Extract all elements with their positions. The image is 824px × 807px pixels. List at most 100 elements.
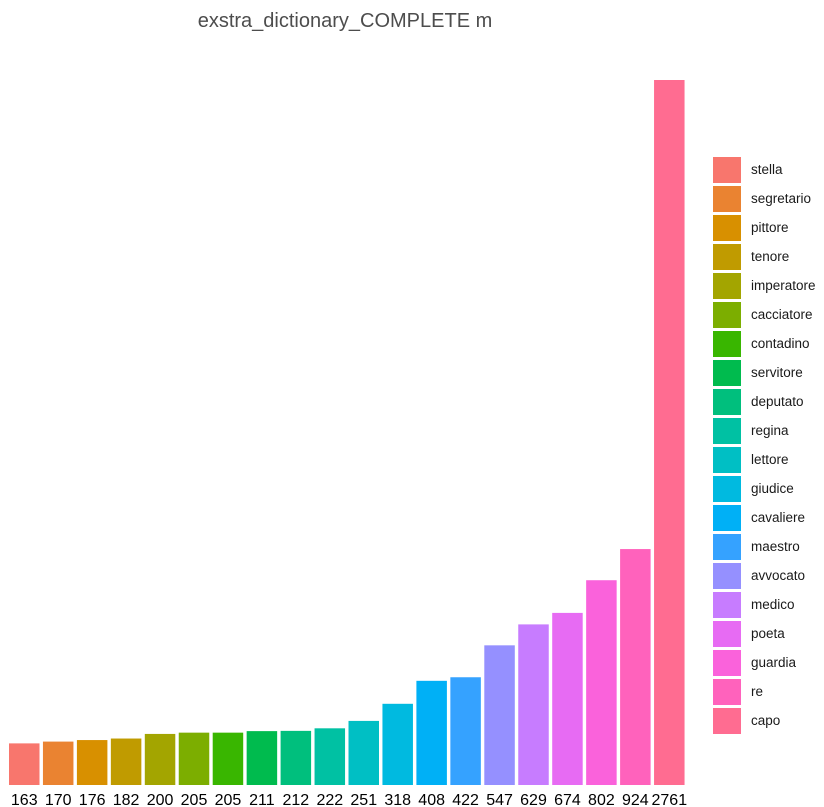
legend-label-regina: regina [751,423,789,438]
value-label-contadino: 205 [215,792,242,807]
bar-lettore [348,720,379,785]
legend-key-deputato [713,388,741,415]
legend-label-medico: medico [751,597,795,612]
legend-item-lettore: lettore [713,445,816,474]
value-label-medico: 629 [520,792,547,807]
value-label-avvocato: 547 [486,792,513,807]
value-label-stella: 163 [11,792,38,807]
legend-label-segretario: segretario [751,191,812,206]
legend-item-servitore: servitore [713,358,816,387]
legend-item-contadino: contadino [713,329,816,358]
value-label-regina: 222 [316,792,343,807]
bar-imperatore [144,733,176,785]
value-label-deputato: 212 [282,792,309,807]
legend-label-maestro: maestro [751,539,800,554]
bar-capo [654,80,685,785]
legend-key-re [713,678,741,705]
bar-re [620,549,651,785]
value-label-segretario: 170 [45,792,72,807]
chart-title: exstra_dictionary_COMPLETE m [197,10,493,32]
legend-label-giudice: giudice [751,481,794,496]
legend-label-lettore: lettore [751,452,789,467]
legend-key-regina [713,417,741,444]
bar-servitore [246,731,278,785]
legend: stella segretario pittore tenore imperatore c… [713,155,816,735]
bar-segretario [42,741,74,785]
legend-label-tenore: tenore [751,249,790,264]
value-label-poeta: 674 [554,792,581,807]
legend-label-guardia: guardia [751,655,797,670]
legend-item-cavaliere: cavaliere [713,503,816,532]
legend-item-medico: medico [713,590,816,619]
value-label-imperatore: 200 [147,792,174,807]
bar-pittore [76,740,108,785]
legend-item-giudice: giudice [713,474,816,503]
legend-key-medico [713,591,741,618]
legend-item-maestro: maestro [713,532,816,561]
bar-chart-plot: 163 170 176 182 200 205 205 211 212 222 251 318 408 4… [9,80,688,807]
legend-label-deputato: deputato [751,394,804,409]
legend-item-capo: capo [713,706,816,735]
legend-label-servitore: servitore [751,365,803,380]
legend-key-guardia [713,649,741,676]
bar-maestro [450,677,481,785]
legend-item-segretario: segretario [713,184,816,213]
legend-key-cacciatore [713,301,741,328]
bar-tenore [110,738,142,785]
legend-key-cavaliere [713,504,741,531]
legend-key-lettore [713,446,741,473]
value-label-servitore: 211 [249,792,275,807]
legend-item-regina: regina [713,416,816,445]
legend-item-tenore: tenore [713,242,816,271]
legend-label-capo: capo [751,713,781,728]
legend-label-stella: stella [751,162,783,177]
legend-key-tenore [713,243,741,270]
legend-key-poeta [713,620,741,647]
legend-key-maestro [713,533,741,560]
legend-item-stella: stella [713,155,816,184]
legend-key-capo [713,707,741,734]
legend-label-re: re [751,684,764,699]
bar-stella [9,743,40,785]
legend-key-imperatore [713,272,741,299]
bar-regina [314,728,346,785]
legend-label-pittore: pittore [751,220,789,235]
value-label-guardia: 802 [588,792,615,807]
value-label-lettore: 251 [350,792,377,807]
value-label-cavaliere: 408 [418,792,445,807]
legend-label-avvocato: avvocato [751,568,806,583]
legend-label-contadino: contadino [751,336,810,351]
legend-key-stella [713,156,741,183]
bar-giudice [382,703,413,785]
legend-item-pittore: pittore [713,213,816,242]
legend-key-contadino [713,330,741,357]
legend-label-cacciatore: cacciatore [751,307,813,322]
value-label-giudice: 318 [384,792,411,807]
legend-key-giudice [713,475,741,502]
value-label-capo: 2761 [652,792,688,807]
bar-contadino [212,732,244,785]
legend-label-imperatore: imperatore [751,278,816,293]
legend-item-avvocato: avvocato [713,561,816,590]
legend-key-servitore [713,359,741,386]
value-label-maestro: 422 [452,792,479,807]
legend-label-cavaliere: cavaliere [751,510,806,525]
value-label-cacciatore: 205 [181,792,208,807]
legend-item-cacciatore: cacciatore [713,300,816,329]
legend-item-guardia: guardia [713,648,816,677]
bar-medico [518,624,549,785]
legend-item-imperatore: imperatore [713,271,816,300]
bar-avvocato [484,645,515,785]
bar-guardia [586,580,617,785]
value-label-tenore: 182 [113,792,140,807]
legend-item-poeta: poeta [713,619,816,648]
legend-key-avvocato [713,562,741,589]
value-label-re: 924 [622,792,649,807]
value-label-pittore: 176 [79,792,106,807]
bar-poeta [552,612,583,785]
legend-key-pittore [713,214,741,241]
bar-deputato [280,730,312,785]
bar-cavaliere [416,680,447,785]
legend-label-poeta: poeta [751,626,785,641]
legend-key-segretario [713,185,741,212]
